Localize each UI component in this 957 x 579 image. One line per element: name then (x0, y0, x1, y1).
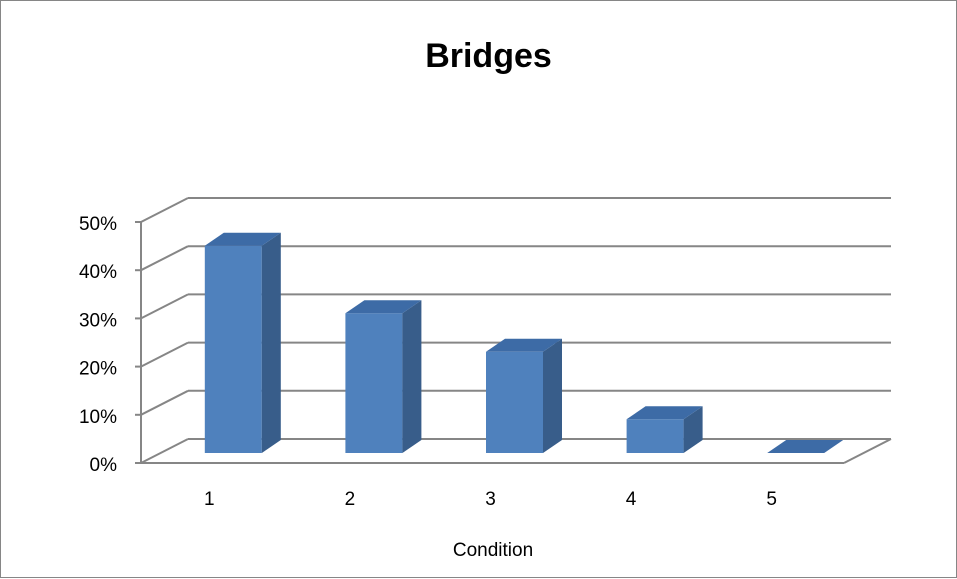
bar (486, 338, 562, 453)
bar-top (345, 300, 422, 314)
floor-right-edge (843, 438, 892, 464)
y-tick-label: 50% (79, 214, 117, 235)
bar-side (261, 232, 281, 453)
gridline-depth (140, 197, 189, 223)
gridline-depth (140, 341, 189, 368)
y-tick-label: 10% (79, 407, 117, 428)
bar (767, 440, 844, 453)
x-tick-label: 1 (204, 489, 215, 510)
x-tick-label: 5 (766, 489, 777, 510)
bar-top (626, 406, 703, 420)
x-tick-label: 3 (485, 489, 496, 510)
x-tick-label: 2 (345, 489, 356, 510)
bar-side (683, 406, 703, 453)
gridline-depth (140, 438, 189, 464)
bar-front (486, 351, 543, 453)
chart-title: Bridges (425, 37, 552, 75)
bar-front (626, 419, 684, 453)
bar (345, 300, 422, 453)
y-tick-label: 40% (79, 262, 117, 283)
labels: 0% 10% 20% 30% 40% 50% 1 2 3 4 5 Condition (79, 214, 777, 561)
bar-top (767, 440, 844, 453)
bar-front (204, 245, 262, 453)
gridline-depth (140, 293, 189, 320)
bar (626, 406, 703, 453)
bar (204, 232, 281, 453)
bar-side (543, 338, 562, 453)
bar-top (486, 338, 562, 352)
gridline-depth (140, 389, 189, 416)
bars (204, 232, 844, 453)
y-tick-label: 0% (90, 455, 118, 476)
gridline-depth (140, 245, 189, 272)
x-tick-label: 4 (626, 489, 637, 510)
bar-top (204, 232, 281, 246)
bar-side (402, 300, 422, 453)
x-axis-title: Condition (453, 540, 533, 561)
y-tick-label: 30% (79, 310, 117, 331)
bar-front (345, 313, 403, 453)
y-tick-label: 20% (79, 359, 117, 380)
